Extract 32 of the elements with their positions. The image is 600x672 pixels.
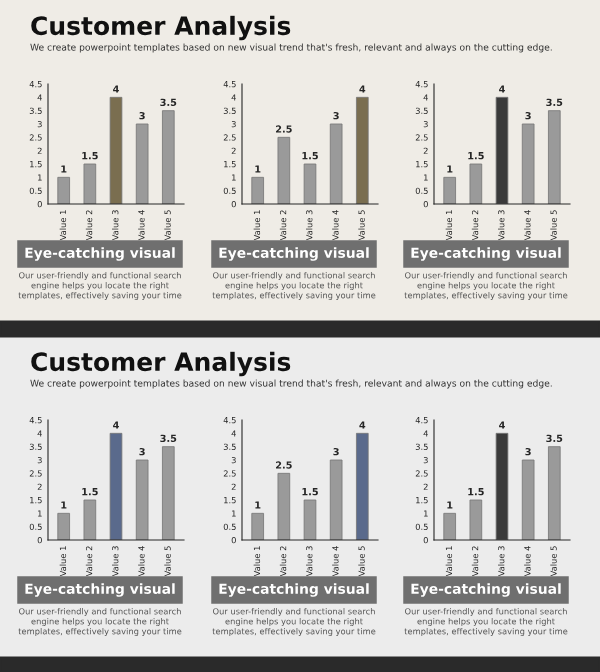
bar (329, 459, 343, 540)
bar (277, 472, 291, 540)
bar (109, 96, 123, 204)
bar (443, 176, 456, 204)
bar (135, 459, 149, 540)
bar (521, 459, 535, 540)
bar (548, 110, 561, 204)
bar (57, 176, 70, 204)
chart-title: Customer Analysis (31, 15, 291, 41)
bar (251, 176, 264, 204)
bar (521, 123, 535, 204)
bar (469, 163, 483, 204)
bar (495, 96, 509, 204)
bar (495, 432, 509, 540)
bar (356, 432, 369, 540)
bar (277, 136, 291, 204)
bar (162, 110, 175, 204)
bar (251, 512, 264, 540)
bar (83, 499, 97, 540)
bar (356, 96, 369, 204)
bar (329, 123, 343, 204)
bar (303, 163, 317, 204)
bar (135, 123, 149, 204)
bar (443, 512, 456, 540)
chart-title: Customer Analysis (31, 351, 291, 377)
bar (469, 499, 483, 540)
bar (83, 163, 97, 204)
bar (303, 499, 317, 540)
bar (109, 432, 123, 540)
bar (162, 446, 175, 540)
bar (548, 446, 561, 540)
bar (57, 512, 70, 540)
